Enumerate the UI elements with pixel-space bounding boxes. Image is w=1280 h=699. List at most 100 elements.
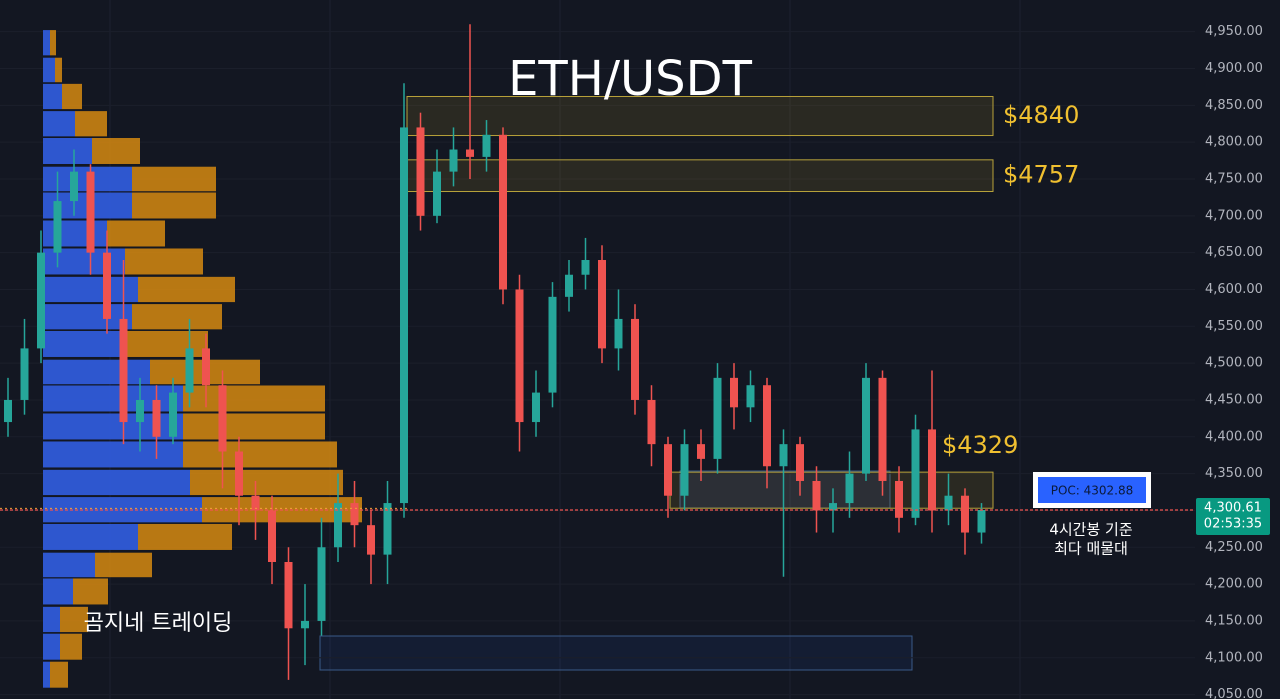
countdown: 02:53:35 (1204, 516, 1262, 531)
candle-body (4, 399, 12, 423)
profile-buy (43, 578, 73, 605)
profile-buy (43, 276, 138, 303)
candle-body (730, 377, 738, 408)
y-tick-label: 4,750.00 (1205, 171, 1263, 186)
profile-sell (183, 413, 325, 440)
chart-title: ETH/USDT (508, 51, 752, 107)
profile-buy (43, 552, 95, 578)
candle-body (449, 149, 458, 172)
zone (669, 471, 994, 509)
profile-sell (183, 385, 325, 412)
profile-buy (43, 30, 50, 56)
candle-body (548, 296, 557, 393)
candle-body (482, 134, 491, 157)
y-tick-label: 4,650.00 (1205, 245, 1263, 260)
poc-note: 4시간봉 기준 (1049, 521, 1133, 539)
candle-body (301, 620, 309, 629)
profile-sell (120, 330, 208, 357)
profile-sell (132, 166, 216, 192)
candle-body (466, 149, 474, 157)
profile-sell (60, 606, 88, 633)
poc-note: 최다 매물대 (1054, 540, 1128, 558)
candle-body (218, 385, 227, 452)
profile-buy (43, 359, 150, 385)
profile-sell (125, 248, 203, 275)
profile-buy (43, 83, 62, 110)
candle-body (697, 444, 705, 459)
y-tick-label: 4,850.00 (1205, 98, 1263, 113)
vertical-grid (109, 0, 1021, 699)
profile-sell (132, 192, 216, 219)
profile-sell (75, 111, 107, 137)
candle-body (928, 429, 936, 511)
candle-body (202, 348, 210, 386)
candle-body (185, 348, 194, 393)
y-tick-label: 4,950.00 (1205, 24, 1263, 39)
candle-body (515, 289, 524, 423)
candle-body (136, 399, 144, 423)
profile-buy (43, 413, 183, 440)
y-tick-label: 4,600.00 (1205, 282, 1263, 297)
candle-body (433, 171, 441, 216)
candle-body (235, 451, 243, 496)
profile-buy (43, 57, 55, 83)
watermark: 곰지네 트레이딩 (84, 611, 233, 636)
y-tick-label: 4,800.00 (1205, 135, 1263, 150)
candle-body (911, 429, 920, 518)
profile-buy (43, 138, 92, 164)
profile-buy (43, 441, 183, 468)
y-tick-label: 4,050.00 (1205, 687, 1263, 699)
candle-body (251, 495, 260, 511)
profile-buy (43, 304, 132, 330)
candle-body (383, 503, 392, 555)
candle-body (631, 318, 639, 400)
candle-body (598, 260, 606, 349)
profile-buy (43, 633, 60, 660)
profile-sell (138, 523, 232, 550)
candle-body (878, 377, 887, 481)
candle-body (664, 444, 672, 496)
profile-buy (43, 469, 190, 496)
candle-body (532, 392, 540, 423)
profile-sell (183, 441, 337, 468)
profile-sell (95, 552, 152, 578)
zone-box (679, 470, 891, 509)
candle-body (169, 392, 177, 437)
price-axis (1195, 0, 1280, 699)
candle-body (961, 495, 969, 533)
candle-body (37, 252, 45, 349)
profile-buy (43, 220, 107, 247)
candle-body (977, 509, 986, 533)
candle-body (812, 480, 821, 511)
candle-body (779, 444, 788, 467)
zone-label: $4757 (1003, 161, 1079, 189)
profile-buy (43, 330, 120, 357)
y-tick-label: 4,350.00 (1205, 466, 1263, 481)
candle-body (763, 385, 771, 467)
y-tick-label: 4,500.00 (1205, 356, 1263, 371)
candle-body (614, 318, 623, 349)
profile-buy (43, 248, 125, 275)
candle-body (680, 444, 689, 496)
candle-body (565, 274, 573, 297)
zone-box (319, 635, 913, 671)
profile-buy (43, 523, 138, 550)
candle-body (284, 561, 293, 629)
last-price-box (1196, 497, 1270, 535)
candle-body (53, 201, 62, 253)
candle-body (713, 377, 722, 459)
last-price-label: 4,300.61 (1204, 500, 1262, 515)
profile-sell (60, 633, 82, 660)
profile-buy (43, 606, 60, 633)
y-tick-label: 4,550.00 (1205, 319, 1263, 334)
candle-body (334, 503, 342, 548)
profile-buy (43, 661, 50, 688)
candle-body (350, 503, 359, 526)
zone (406, 95, 994, 137)
profile-sell (132, 304, 222, 330)
candle-body (268, 510, 276, 562)
candle-body (895, 480, 903, 518)
candle-body (70, 171, 78, 202)
candle-body (829, 503, 837, 511)
